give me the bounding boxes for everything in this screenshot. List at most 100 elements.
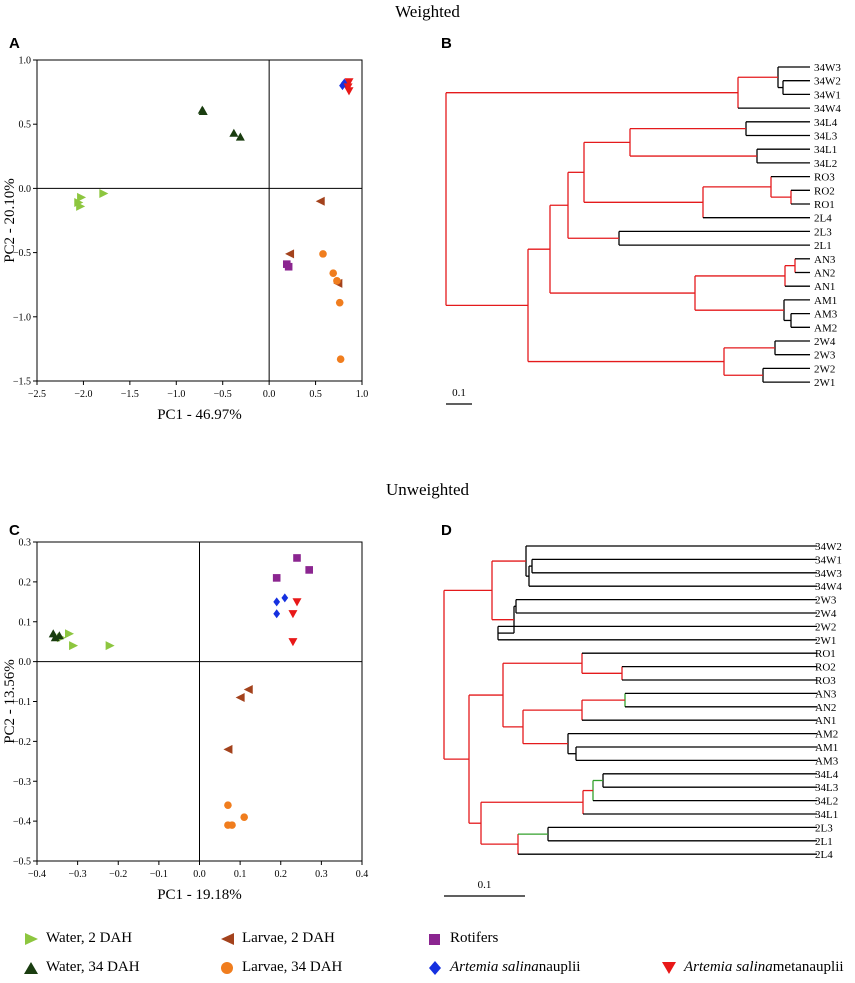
tree-d-leaf-label: 34W1	[815, 554, 842, 566]
pcoa-c-point-nauplii	[281, 593, 289, 603]
pcoa-a-point-metanauplii	[344, 87, 354, 96]
tree-b-leaf-label: 2L4	[814, 213, 832, 225]
tree-d-leaf-label: AN3	[815, 688, 837, 700]
pcoa-c-ytick-label: 0.2	[19, 577, 32, 588]
pcoa-c-point-larvae34	[224, 801, 232, 809]
pcoa-a-xtick-label: 1.0	[356, 389, 369, 400]
pcoa-weighted-chart: −2.5 −2.0 −1.5 −1.0 −0.5 0.0 0.5 1.0 −1.5 −1.0 −0.…	[2, 56, 369, 424]
pcoa-a-point-larvae34	[333, 277, 341, 285]
tree-b-leaf-label: 2W4	[814, 336, 836, 348]
pcoa-c-point-nauplii	[273, 609, 281, 619]
pcoa-c-point-water2	[69, 641, 79, 651]
pcoa-c-point-rotifers	[305, 566, 313, 574]
pcoa-c-point-rotifers	[272, 574, 281, 582]
pcoa-c-xtick-label: −0.2	[109, 869, 127, 880]
pcoa-c-ytick-label: −0.4	[13, 817, 31, 828]
pcoa-a-point-water34	[235, 132, 245, 141]
pcoa-c-yaxis-label: PC2 - 13.56%	[2, 659, 18, 744]
tree-d-leaf-label: 2W3	[815, 595, 837, 607]
pcoa-c-point-metanauplii	[288, 610, 298, 619]
pcoa-a-xtick-label: −1.5	[121, 389, 139, 400]
tree-b-leaf-label: 34L1	[814, 144, 837, 156]
tree-b-leaf-label: 2L1	[814, 240, 832, 252]
tree-d-leaf-label: RO2	[815, 662, 836, 674]
weighted-title: Weighted	[395, 2, 460, 21]
tree-d-leaf-label: RO1	[815, 648, 836, 660]
panel-label-a: A	[9, 35, 20, 52]
pcoa-a-xtick-label: −0.5	[214, 389, 232, 400]
pcoa-a-xtick-label: −1.0	[167, 389, 185, 400]
unweighted-title: Unweighted	[385, 480, 470, 499]
pcoa-a-point-larvae2	[315, 196, 325, 206]
tree-d-leaf-label: AM3	[815, 755, 839, 767]
pcoa-c-xtick-label: 0.3	[315, 869, 328, 880]
tree-d-leaf-label: 34L1	[815, 809, 838, 821]
pcoa-a-point-larvae2	[285, 249, 295, 259]
pcoa-a-point-rotifers	[284, 262, 293, 271]
pcoa-a-plot-frame	[36, 59, 363, 382]
tree-d-leaf-label: 2L1	[815, 836, 833, 848]
pcoa-c-point-larvae2	[243, 685, 253, 695]
pcoa-c-ytick-label: 0.3	[19, 538, 32, 549]
pcoa-a-point-water34	[198, 106, 208, 115]
pcoa-a-point-larvae34	[329, 269, 338, 277]
tree-b-leaf-label: AM3	[814, 309, 838, 321]
pcoa-a-point-larvae34	[335, 298, 344, 307]
tree-b-leaf-label: 2W2	[814, 363, 835, 375]
tree-d-leaf-label: AM1	[815, 742, 838, 754]
pcoa-a-point-metanauplii	[344, 78, 354, 87]
tree-d-leaf-label: RO3	[815, 675, 836, 687]
pcoa-c-xtick-label: −0.1	[150, 869, 168, 880]
tree-d-leaf-label: 34W3	[815, 568, 842, 580]
pcoa-c-point-water2	[65, 629, 74, 639]
tree-d-leaf-label: 34L2	[815, 796, 838, 808]
tree-b-leaf-label: RO3	[814, 172, 835, 184]
tree-d-leaf-label: AN2	[815, 702, 836, 714]
pcoa-c-point-nauplii	[273, 597, 281, 607]
pcoa-a-point-larvae34	[336, 355, 345, 363]
tree-b-leaf-label: AM2	[814, 322, 837, 334]
tree-d-scale-label: 0.1	[478, 879, 492, 891]
tree-b-leaf-label: RO1	[814, 199, 835, 211]
pcoa-a-ytick-label: 1.0	[19, 56, 32, 67]
pcoa-a-point-water2	[99, 189, 109, 199]
pcoa-unweighted-chart: −0.4 −0.3 −0.2 −0.1 0.0 0.1 0.2 0.3 0.4−0.5−0.4−…	[2, 538, 368, 904]
tree-b-leaf-label: 34W4	[814, 103, 841, 115]
tree-d-leaf-label: 34W4	[815, 581, 842, 593]
pcoa-c-xtick-label: 0.2	[275, 869, 288, 880]
pcoa-a-ytick-label: −0.5	[13, 248, 31, 259]
pcoa-c-point-rotifers	[293, 554, 301, 562]
pcoa-c-point-larvae2	[223, 744, 233, 754]
pcoa-c-xtick-label: −0.4	[28, 869, 46, 880]
tree-d-leaf-label: 2W1	[815, 635, 836, 647]
tree-d-leaf-label: 2L3	[815, 822, 833, 834]
tree-b-leaf-label: 2W3	[814, 350, 836, 362]
tree-b-leaf-label: AN2	[814, 268, 835, 280]
pcoa-c-point-larvae2	[235, 693, 245, 703]
pcoa-c-point-water2	[105, 641, 115, 651]
tree-d-leaf-label: 2W2	[815, 621, 836, 633]
pcoa-c-ytick-label: −0.5	[13, 857, 31, 868]
pcoa-c-xtick-label: 0.0	[193, 869, 206, 880]
pcoa-a-ytick-label: 0.0	[19, 184, 32, 195]
tree-b-leaf-label: AM1	[814, 295, 837, 307]
panel-label-d: D	[441, 522, 452, 539]
tree-d-leaf-label: AN1	[815, 715, 836, 727]
tree-d-leaf-label: 2W4	[815, 608, 837, 620]
pcoa-c-point-water34	[54, 631, 64, 640]
pcoa-c-point-larvae34	[228, 821, 236, 829]
pcoa-a-xtick-label: 0.0	[263, 389, 276, 400]
tree-b-leaf-label: 34W3	[814, 62, 841, 74]
tree-b-leaf-label: 34L2	[814, 158, 837, 170]
pcoa-c-ytick-label: −0.3	[13, 777, 31, 788]
pcoa-a-point-water2	[77, 192, 87, 202]
pcoa-a-yaxis-label: PC2 - 20.10%	[2, 178, 18, 263]
pcoa-a-xtick-label: −2.5	[28, 389, 46, 400]
pcoa-c-xtick-label: 0.1	[234, 869, 247, 880]
pcoa-a-point-water2	[76, 201, 86, 211]
pcoa-c-point-metanauplii	[292, 598, 302, 607]
tree-b-leaf-label: 34W1	[814, 89, 841, 101]
tree-b-leaf-label: AN1	[814, 281, 835, 293]
